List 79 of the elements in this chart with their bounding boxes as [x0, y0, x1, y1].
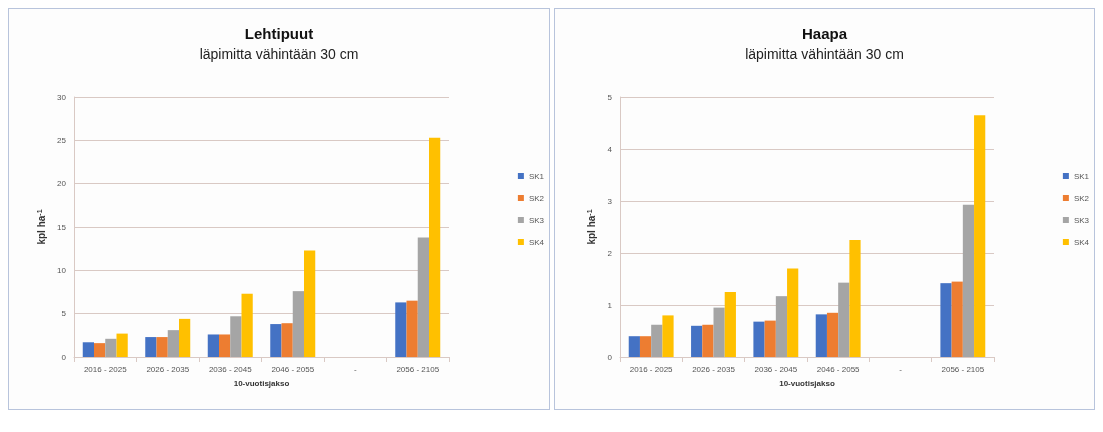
bar [304, 250, 316, 357]
bar [962, 204, 975, 357]
y-tick-label: 5 [607, 92, 613, 102]
x-tick-label: 2036 - 2045 [754, 364, 798, 374]
bar [270, 324, 282, 357]
legend-label: SK1 [528, 171, 545, 181]
bar [651, 324, 663, 357]
x-tick-label: 2046 - 2055 [271, 364, 315, 374]
y-tick-label: 10 [57, 265, 67, 275]
y-tick-label: 25 [57, 135, 67, 145]
bar [179, 318, 191, 357]
legend-label: SK3 [1073, 215, 1090, 225]
y-tick-label: 30 [57, 92, 67, 102]
bar [702, 324, 714, 357]
bar [940, 283, 952, 357]
chart-subtitle: läpimitta vähintään 30 cm [199, 46, 359, 62]
legend-label: SK4 [528, 237, 545, 247]
bar [292, 291, 304, 357]
legend-label: SK4 [1073, 237, 1090, 247]
bar [281, 323, 293, 357]
bar [787, 268, 799, 357]
x-tick-label: 2026 - 2035 [146, 364, 190, 374]
chart-subtitle: läpimitta vähintään 30 cm [745, 46, 904, 62]
bar [691, 325, 703, 357]
y-tick-label: 4 [607, 144, 613, 154]
bar [82, 342, 94, 357]
y-tick-label: 0 [61, 352, 67, 362]
chart-title: Lehtipuut [244, 25, 314, 42]
bar [815, 314, 827, 357]
x-tick-label: - [899, 364, 903, 374]
bar [219, 334, 231, 357]
y-tick-label: 2 [607, 248, 613, 258]
y-tick-label: 3 [607, 196, 613, 206]
bar [105, 338, 117, 357]
x-axis-title: 10-vuotisjakso [233, 378, 290, 388]
y-tick-label: 20 [57, 179, 67, 189]
x-tick-label: 2036 - 2045 [208, 364, 253, 374]
bar [724, 292, 736, 357]
x-tick-label: - [353, 364, 357, 374]
x-tick-label: 2016 - 2025 [629, 364, 674, 374]
bar [167, 330, 179, 357]
legend-label: SK3 [528, 215, 545, 225]
y-tick-label: 5 [61, 309, 67, 319]
y-tick-label: 1 [607, 300, 613, 310]
bar [826, 312, 839, 357]
bar [974, 115, 986, 357]
bar [764, 320, 776, 357]
bar [145, 337, 157, 357]
bar [417, 237, 429, 357]
bar [713, 307, 725, 357]
bar [116, 333, 128, 357]
bar [406, 300, 418, 357]
bar [628, 336, 640, 357]
bar [639, 336, 652, 357]
legend-label: SK2 [1073, 193, 1090, 203]
bar [241, 293, 253, 357]
y-tick-label: 0 [607, 352, 613, 362]
x-tick-label: 2056 - 2105 [396, 364, 440, 374]
y-tick-label: 15 [57, 222, 67, 232]
chart-title: Haapa [801, 25, 848, 42]
bar [951, 281, 963, 357]
legend-label: SK2 [528, 193, 545, 203]
bar [230, 316, 242, 357]
x-tick-label: 2026 - 2035 [692, 364, 736, 374]
bar [94, 343, 106, 357]
bar [775, 296, 788, 357]
bar [156, 337, 168, 357]
bar [395, 302, 407, 357]
bar [429, 137, 441, 357]
x-tick-label: 2056 - 2105 [941, 364, 985, 374]
bar [838, 282, 850, 357]
x-tick-label: 2046 - 2055 [816, 364, 861, 374]
legend-label: SK1 [1073, 171, 1090, 181]
x-axis-title: 10-vuotisjakso [779, 378, 835, 388]
bar [207, 334, 219, 357]
bar [753, 321, 765, 357]
bar [849, 240, 861, 357]
bar [662, 315, 674, 357]
x-tick-label: 2016 - 2025 [83, 364, 128, 374]
